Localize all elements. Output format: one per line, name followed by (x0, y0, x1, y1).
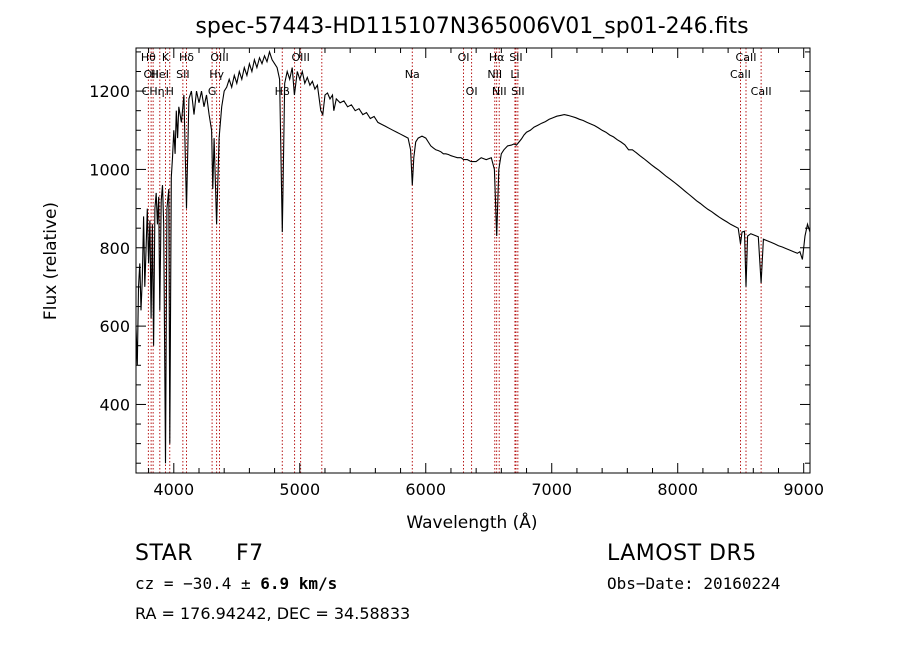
x-axis-label: Wavelength (Å) (406, 511, 537, 533)
emission-line-label: SII (176, 68, 189, 81)
emission-line-label: K (162, 51, 170, 64)
emission-line-label: Li (510, 68, 519, 81)
emission-line-label: G (208, 85, 217, 98)
y-tick-label: 800 (99, 239, 130, 258)
emission-line-label: Hδ (179, 51, 194, 64)
observation-date: Obs−Date: 20160224 (607, 574, 781, 593)
x-axis-ticks: 4000 5000 6000 7000 8000 9000 (148, 48, 824, 499)
emission-line-label: HeI (151, 68, 169, 81)
chart-title: spec-57443-HD115107N365006V01_sp01-246.f… (195, 14, 748, 39)
spectrum-line (135, 49, 811, 464)
emission-line-label: NII (487, 68, 502, 81)
emission-line-label: H (166, 85, 174, 98)
cz-value: −30.4 (183, 574, 232, 593)
emission-line-label: OIII (291, 51, 309, 64)
emission-line-label: Hβ (275, 85, 290, 98)
y-axis-label: Flux (relative) (41, 202, 61, 320)
object-subclass: F7 (236, 541, 264, 566)
emission-line-label: CHη (142, 85, 165, 98)
object-class: STAR (135, 541, 194, 566)
coordinates: RA = 176.94242, DEC = 34.58833 (135, 604, 411, 623)
emission-line-label: SII (511, 85, 524, 98)
emission-line-label: OII (144, 68, 159, 81)
emission-line-label: Hγ (209, 68, 224, 81)
redshift-line: cz = −30.4 ± 6.9 km/s (135, 574, 337, 593)
x-tick-label: 5000 (279, 480, 320, 499)
emission-line-label: CaII (730, 68, 751, 81)
emission-line-label: Hα (489, 51, 505, 64)
emission-line-label: SII (509, 51, 522, 64)
cz-error: 6.9 km/s (260, 574, 338, 593)
emission-line-label: CaII (751, 85, 772, 98)
x-tick-label: 9000 (783, 480, 824, 499)
x-tick-label: 7000 (531, 480, 572, 499)
emission-line-label: OI (458, 51, 470, 64)
cz-prefix: cz = (135, 574, 184, 593)
survey-name: LAMOST DR5 (607, 541, 757, 566)
plot-frame (135, 47, 811, 474)
emission-line-label: CaII (736, 51, 757, 64)
y-tick-label: 1000 (89, 160, 130, 179)
emission-line-label: NII (492, 85, 507, 98)
y-tick-label: 1200 (89, 82, 130, 101)
emission-line-label: Hθ (141, 51, 156, 64)
emission-line-label: OI (466, 85, 478, 98)
x-tick-label: 8000 (657, 480, 698, 499)
y-tick-label: 400 (99, 395, 130, 414)
x-tick-label: 4000 (153, 480, 194, 499)
emission-line-label: Na (405, 68, 420, 81)
emission-line-labels: HθOIICHηHeIKHSIIHδGHγOIIIHβOIIINaOIOINII… (141, 51, 772, 98)
x-tick-label: 6000 (405, 480, 446, 499)
y-axis-ticks: 400 600 800 1000 1200 (89, 51, 810, 464)
emission-line-markers (147, 48, 762, 473)
emission-line-label: OIII (210, 51, 228, 64)
y-tick-label: 600 (99, 317, 130, 336)
cz-plusminus: ± (231, 574, 261, 593)
